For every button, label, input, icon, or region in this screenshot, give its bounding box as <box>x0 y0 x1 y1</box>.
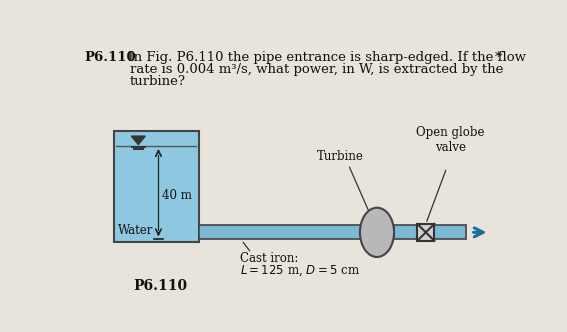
Text: Water: Water <box>118 223 154 236</box>
Text: In Fig. P6.110 the pipe entrance is sharp-edged. If the flow: In Fig. P6.110 the pipe entrance is shar… <box>124 50 526 64</box>
Text: *: * <box>494 50 501 64</box>
Text: Open globe
valve: Open globe valve <box>416 126 485 154</box>
Text: rate is 0.004 m³/s, what power, in W, is extracted by the: rate is 0.004 m³/s, what power, in W, is… <box>130 63 503 76</box>
Bar <box>113 131 199 242</box>
Bar <box>417 224 434 241</box>
Ellipse shape <box>360 208 394 257</box>
Bar <box>199 225 373 239</box>
Text: turbine?: turbine? <box>130 75 186 88</box>
Text: 40 m: 40 m <box>162 189 192 202</box>
Text: $L = 125$ m, $D = 5$ cm: $L = 125$ m, $D = 5$ cm <box>240 263 359 278</box>
Text: P6.110: P6.110 <box>85 50 137 64</box>
Text: Turbine: Turbine <box>317 150 364 163</box>
Bar <box>394 225 466 239</box>
Polygon shape <box>132 136 145 144</box>
Text: P6.110: P6.110 <box>133 279 187 293</box>
Text: Cast iron:: Cast iron: <box>240 252 298 265</box>
